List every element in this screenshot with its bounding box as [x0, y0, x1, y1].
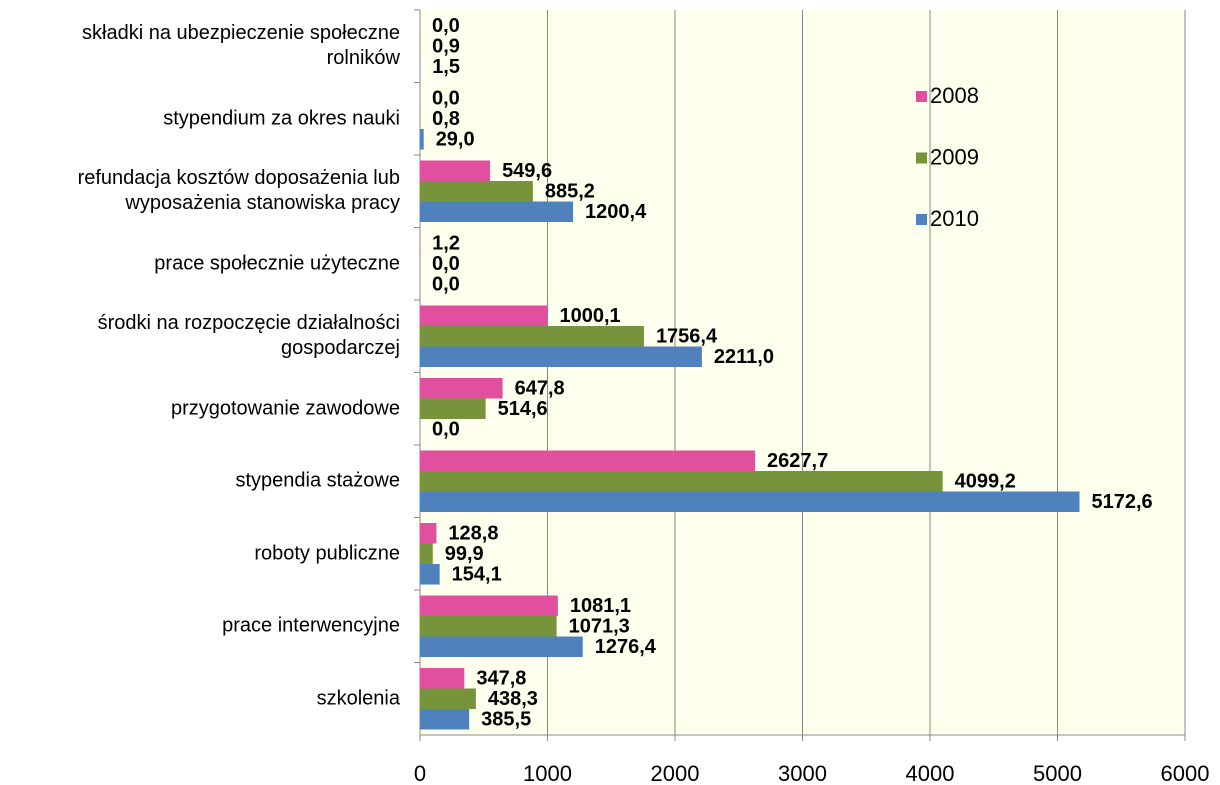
bar [420, 523, 437, 544]
data-label: 0,0 [432, 253, 460, 275]
data-label: 1000,1 [560, 305, 621, 327]
x-tick-label: 6000 [1161, 761, 1210, 785]
data-label: 2627,7 [767, 450, 828, 472]
y-tick-label: refundacja kosztów doposażenia lub wypos… [77, 167, 400, 215]
data-label: 29,0 [436, 129, 475, 151]
x-tick-label: 4000 [906, 761, 955, 785]
bar [420, 201, 574, 222]
y-tick-label: składki na ubezpieczenie społeczne rolni… [82, 22, 400, 70]
data-label: 128,8 [448, 523, 498, 545]
legend-swatch [916, 91, 927, 102]
bar [420, 616, 557, 637]
data-label: 885,2 [545, 181, 595, 203]
x-tick-label: 2000 [651, 761, 700, 785]
data-label: 0,9 [432, 36, 460, 58]
x-tick-label: 1000 [523, 761, 572, 785]
bar [420, 326, 644, 347]
legend-label: 2010 [930, 206, 979, 231]
y-tick-label: szkolenia [316, 687, 400, 710]
bar [420, 471, 943, 492]
bar [420, 160, 491, 181]
x-tick-label: 5000 [1033, 761, 1082, 785]
y-tick-label: stypendium za okres nauki [163, 107, 400, 130]
data-label: 438,3 [488, 688, 538, 710]
data-label: 1756,4 [656, 326, 718, 348]
data-label: 647,8 [515, 378, 565, 400]
data-label: 0,0 [432, 274, 460, 296]
bar [420, 305, 548, 326]
x-tick-label: 0 [414, 761, 426, 785]
y-tick-label: środki na rozpoczęcie działalności gospo… [97, 312, 400, 360]
data-label: 1081,1 [570, 595, 631, 617]
bar [420, 709, 470, 730]
bar [420, 668, 465, 689]
data-label: 1,5 [432, 56, 460, 78]
data-label: 1,2 [432, 233, 460, 255]
bar [420, 491, 1080, 512]
x-tick-label: 3000 [778, 761, 827, 785]
data-label: 0,8 [432, 108, 460, 130]
data-label: 0,0 [432, 419, 460, 441]
data-label: 1276,4 [595, 636, 657, 658]
data-label: 99,9 [445, 543, 484, 565]
bar [420, 346, 702, 367]
y-tick-label: prace społecznie użyteczne [154, 252, 400, 275]
legend-label: 2008 [930, 83, 979, 108]
bar [420, 595, 558, 616]
data-label: 0,0 [432, 15, 460, 37]
data-label: 2211,0 [714, 346, 774, 368]
bar [420, 636, 583, 657]
bar [420, 564, 440, 585]
y-tick-label: stypendia stażowe [235, 469, 400, 492]
legend-swatch [916, 152, 927, 164]
legend-label: 2009 [930, 144, 979, 169]
data-label: 154,1 [452, 564, 502, 586]
y-tick-label: roboty publiczne [254, 542, 400, 565]
data-label: 4099,2 [955, 471, 1016, 493]
bar [420, 181, 533, 202]
data-label: 1071,3 [569, 616, 630, 638]
data-label: 347,8 [476, 668, 526, 690]
bar [420, 688, 476, 709]
y-tick-label: przygotowanie zawodowe [170, 397, 400, 420]
y-tick-label: prace interwencyjne [222, 614, 400, 637]
bar [420, 450, 756, 471]
bar [420, 398, 486, 419]
data-label: 0,0 [432, 88, 460, 110]
data-label: 5172,6 [1092, 491, 1153, 513]
data-label: 1200,4 [585, 201, 647, 223]
legend-swatch [916, 214, 927, 225]
data-label: 385,5 [481, 709, 531, 731]
data-label: 514,6 [498, 398, 548, 420]
data-label: 549,6 [502, 160, 552, 182]
bar [420, 378, 503, 399]
bar [420, 543, 433, 564]
bar [420, 129, 424, 150]
